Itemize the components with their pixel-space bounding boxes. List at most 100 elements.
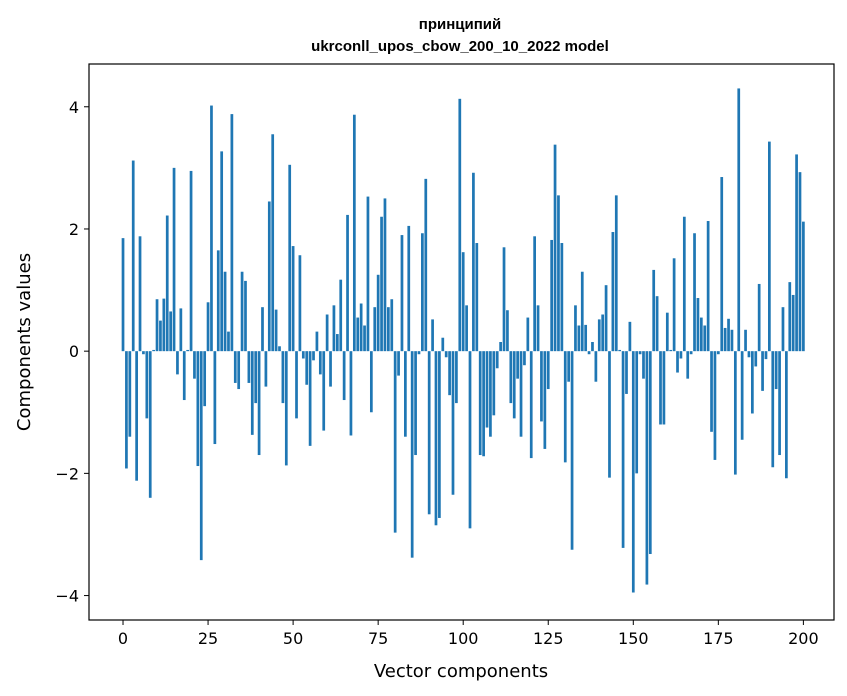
y-axis-label: Components values — [14, 253, 35, 431]
bar-191 — [771, 351, 775, 468]
bar-77 — [383, 198, 387, 352]
bar-153 — [642, 351, 645, 379]
bar-0 — [121, 238, 125, 352]
bar-54 — [305, 351, 309, 385]
bar-164 — [679, 351, 683, 359]
bar-41 — [261, 307, 264, 352]
bar-135 — [580, 271, 584, 352]
x-tick-label: 125 — [533, 629, 564, 648]
bar-82 — [400, 235, 404, 352]
bar-98 — [455, 351, 458, 404]
bar-122 — [536, 305, 540, 352]
bar-110 — [495, 351, 499, 369]
bar-80 — [393, 351, 397, 533]
y-tick-label: −2 — [55, 464, 79, 483]
bar-177 — [723, 327, 727, 352]
bar-141 — [601, 314, 605, 352]
bar-42 — [264, 351, 268, 387]
bar-127 — [553, 144, 557, 352]
bar-31 — [227, 331, 230, 352]
bar-73 — [369, 351, 373, 413]
bar-198 — [795, 154, 798, 352]
bar-102 — [468, 351, 472, 529]
bar-181 — [737, 88, 741, 352]
x-tick-label: 150 — [618, 629, 649, 648]
bar-81 — [397, 351, 400, 376]
bar-1 — [125, 351, 128, 469]
bar-48 — [284, 351, 288, 466]
bar-199 — [798, 172, 802, 352]
bar-64 — [339, 279, 343, 352]
bar-149 — [628, 321, 632, 352]
bar-30 — [223, 271, 227, 352]
bar-196 — [788, 282, 792, 352]
bar-144 — [611, 232, 615, 352]
bar-125 — [546, 351, 550, 390]
chart-title-line-2: ukrconll_upos_cbow_200_10_2022 model — [311, 38, 609, 55]
bar-192 — [774, 351, 778, 390]
bar-55 — [308, 351, 312, 446]
bar-11 — [159, 320, 162, 352]
bar-35 — [240, 271, 244, 352]
bar-114 — [509, 351, 513, 404]
bar-116 — [516, 351, 519, 379]
bar-21 — [193, 351, 196, 379]
bar-193 — [778, 351, 781, 456]
bar-33 — [233, 351, 237, 383]
bar-52 — [298, 255, 302, 352]
bar-20 — [189, 170, 193, 352]
bar-173 — [710, 351, 713, 432]
bar-37 — [247, 351, 251, 383]
bar-105 — [478, 351, 482, 456]
bar-162 — [672, 258, 676, 352]
bar-9 — [152, 349, 155, 352]
bar-58 — [318, 351, 322, 375]
bar-95 — [444, 351, 448, 358]
bar-72 — [366, 196, 370, 352]
bar-156 — [652, 269, 656, 352]
bar-120 — [529, 351, 533, 459]
bar-15 — [172, 167, 176, 352]
bar-121 — [533, 236, 536, 352]
bar-148 — [625, 351, 628, 394]
bar-63 — [335, 334, 339, 352]
bar-117 — [519, 351, 523, 437]
bar-45 — [274, 309, 278, 352]
bar-103 — [472, 172, 475, 352]
bar-7 — [145, 351, 149, 419]
bar-128 — [557, 195, 560, 352]
x-axis-label: Vector components — [374, 661, 548, 682]
bar-138 — [591, 342, 594, 352]
bar-22 — [196, 351, 200, 467]
bar-13 — [165, 215, 169, 352]
bar-50 — [291, 246, 295, 352]
bar-60 — [325, 314, 329, 352]
bar-134 — [577, 325, 581, 352]
bar-36 — [244, 280, 247, 352]
y-tick-label: −4 — [55, 587, 79, 606]
bar-62 — [332, 305, 336, 352]
bar-142 — [604, 285, 608, 352]
bar-152 — [638, 351, 642, 355]
bar-197 — [791, 294, 795, 352]
bar-119 — [526, 317, 530, 352]
bar-186 — [754, 351, 758, 367]
bar-187 — [757, 283, 761, 352]
bar-157 — [655, 296, 659, 352]
x-tick-label: 175 — [703, 629, 734, 648]
bar-146 — [618, 349, 622, 352]
bar-113 — [506, 310, 509, 352]
bar-131 — [567, 351, 571, 382]
bar-49 — [288, 164, 292, 352]
bar-26 — [210, 105, 213, 352]
bar-25 — [206, 302, 210, 352]
bar-94 — [441, 337, 445, 352]
bar-19 — [186, 349, 190, 352]
x-tick-label: 25 — [198, 629, 218, 648]
bar-184 — [747, 351, 751, 358]
bar-71 — [363, 325, 366, 352]
bars-group — [121, 88, 805, 593]
bar-133 — [574, 305, 577, 352]
bar-76 — [380, 216, 383, 352]
